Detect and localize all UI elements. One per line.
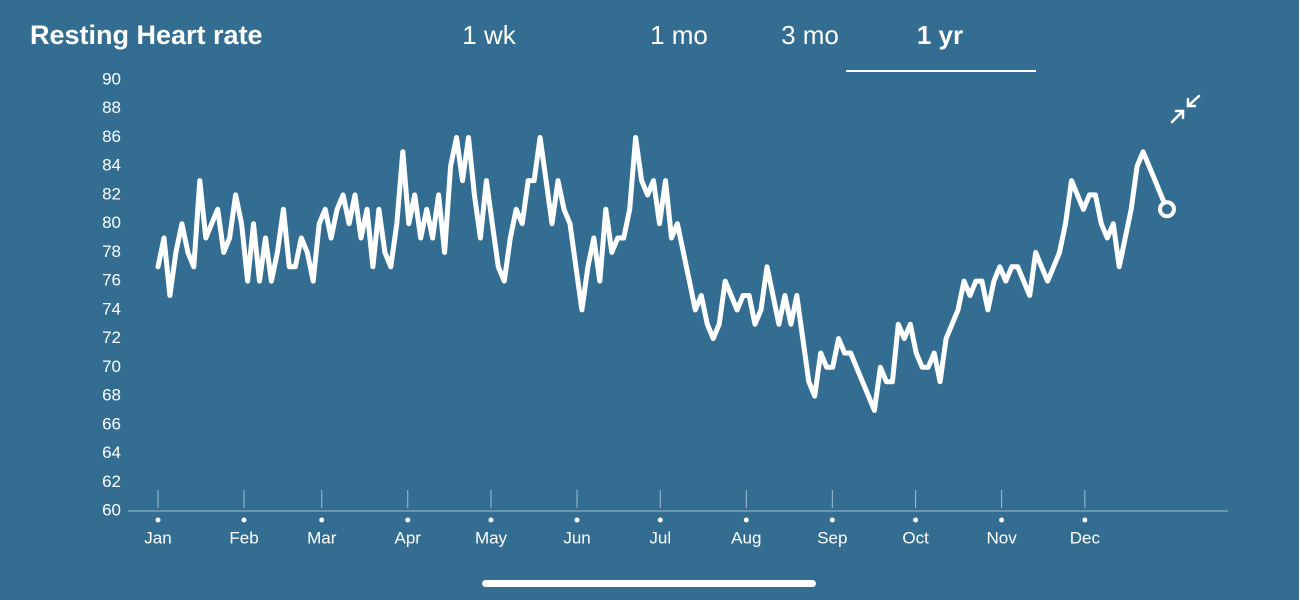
y-tick-label: 88 (102, 98, 121, 117)
x-tick-label: Jun (563, 528, 590, 547)
data-line (155, 135, 1170, 413)
x-tick-dot (155, 517, 161, 523)
y-tick-label: 66 (102, 414, 121, 433)
home-indicator[interactable] (482, 580, 816, 587)
chart-title: Resting Heart rate (30, 20, 263, 50)
x-tick-label: Dec (1070, 528, 1101, 547)
x-tick-label: Feb (229, 528, 258, 547)
end-point (1158, 200, 1176, 219)
x-tick-label: Aug (731, 528, 761, 547)
y-tick-label: 78 (102, 242, 121, 261)
y-tick-label: 90 (102, 69, 121, 88)
y-tick-label: 76 (102, 271, 121, 290)
y-tick-label: 84 (102, 156, 121, 175)
y-tick-label: 74 (102, 299, 121, 318)
x-tick-dot (241, 517, 247, 523)
y-tick-label: 82 (102, 184, 121, 203)
x-tick-dot (913, 517, 919, 523)
x-tick-dot (999, 517, 1005, 523)
y-tick-label: 70 (102, 357, 121, 376)
x-tick-dot (1082, 517, 1088, 523)
y-tick-label: 60 (102, 500, 121, 519)
x-tick-dot (319, 517, 325, 523)
x-tick-label: Apr (395, 528, 422, 547)
x-tick-label: Sep (817, 528, 847, 547)
x-tick-label: Nov (986, 528, 1017, 547)
tab[interactable]: 1 mo (650, 20, 708, 50)
y-tick-label: 62 (102, 472, 121, 491)
x-tick-label: Jul (649, 528, 671, 547)
x-tick-label: Jan (144, 528, 171, 547)
x-tick-dot (405, 517, 411, 523)
tab[interactable]: 3 mo (781, 20, 839, 50)
tab[interactable]: 1 wk (462, 20, 516, 50)
y-tick-label: 80 (102, 213, 121, 232)
tab[interactable]: 1 yr (917, 20, 963, 50)
y-tick-label: 86 (102, 127, 121, 146)
x-tick-dot (829, 517, 835, 523)
x-tick-dot (657, 517, 663, 523)
x-tick-label: Oct (902, 528, 929, 547)
x-tick-label: May (475, 528, 508, 547)
x-tick-dot (488, 517, 494, 523)
x-tick-label: Mar (307, 528, 337, 547)
y-tick-label: 64 (102, 443, 121, 462)
x-tick-dot (743, 517, 749, 523)
y-tick-label: 68 (102, 386, 121, 405)
x-tick-dot (574, 517, 580, 523)
y-tick-label: 72 (102, 328, 121, 347)
collapse-icon[interactable] (1170, 94, 1201, 124)
